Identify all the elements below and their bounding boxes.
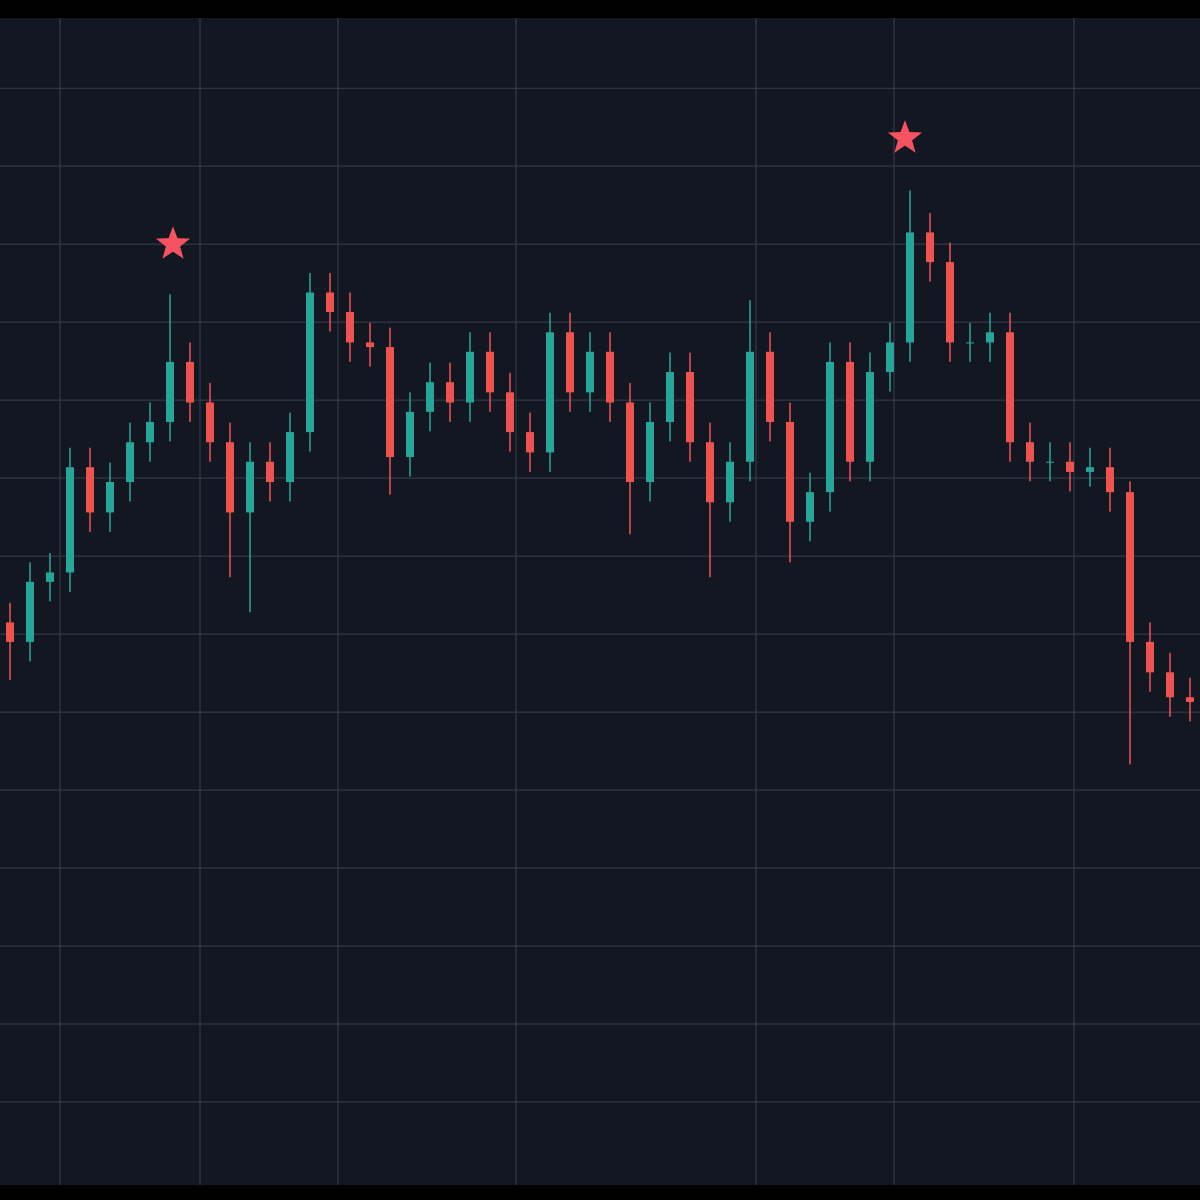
- candle-body: [846, 361, 854, 462]
- star-marker: [155, 226, 191, 259]
- candle-body: [966, 342, 974, 344]
- candle-body: [146, 421, 154, 443]
- candle-body: [806, 492, 814, 522]
- candle-body: [766, 351, 774, 422]
- candle-body: [426, 382, 434, 412]
- candle-body: [706, 442, 714, 503]
- candle-body: [826, 361, 834, 493]
- candle-body: [66, 467, 74, 573]
- candle-body: [46, 572, 54, 582]
- candle-body: [466, 351, 474, 403]
- candle-body: [1046, 461, 1054, 463]
- candle-body: [686, 372, 694, 443]
- candle-body: [106, 482, 114, 513]
- candle-body: [1026, 442, 1034, 462]
- candle-body: [1146, 641, 1154, 673]
- candle-body: [1066, 461, 1074, 472]
- candle-body: [166, 361, 174, 422]
- star-marker: [887, 120, 923, 153]
- candle-body: [1106, 467, 1114, 493]
- candle-body: [326, 292, 334, 313]
- candle-body: [286, 432, 294, 483]
- candle-body: [506, 392, 514, 433]
- candle-body: [486, 351, 494, 393]
- candle-body: [566, 332, 574, 393]
- candle-body: [306, 292, 314, 433]
- candle-body: [586, 351, 594, 393]
- candle-body: [646, 421, 654, 483]
- grid: [0, 18, 1200, 1185]
- candles: [6, 190, 1194, 765]
- candle-body: [186, 361, 194, 403]
- candle-body: [866, 372, 874, 462]
- candle-body: [346, 312, 354, 343]
- candle-body: [1126, 492, 1134, 642]
- plot-area: [0, 18, 1200, 1185]
- candle-body: [1086, 467, 1094, 472]
- candle-body: [6, 622, 14, 642]
- candle-body: [1006, 332, 1014, 443]
- candle-body: [126, 442, 134, 483]
- candle-body: [366, 342, 374, 348]
- candle-body: [446, 382, 454, 403]
- candle-body: [206, 402, 214, 443]
- candle-body: [1166, 672, 1174, 698]
- candle-body: [246, 461, 254, 513]
- candle-body: [526, 432, 534, 453]
- candle-body: [786, 421, 794, 522]
- candle-body: [986, 332, 994, 343]
- candle-body: [86, 467, 94, 513]
- candle-body: [606, 351, 614, 403]
- candle-body: [626, 402, 634, 483]
- candle-body: [406, 411, 414, 458]
- candle-body: [386, 347, 394, 458]
- candle-body: [886, 342, 894, 373]
- candle-body: [546, 332, 554, 453]
- candle-body: [1186, 697, 1194, 702]
- candle-body: [266, 461, 274, 483]
- candle-body: [926, 232, 934, 263]
- candle-body: [26, 581, 34, 642]
- candle-body: [946, 262, 954, 343]
- candle-body: [666, 372, 674, 422]
- candle-body: [726, 461, 734, 503]
- candle-body: [906, 232, 914, 343]
- candle-body: [746, 351, 754, 462]
- candle-body: [226, 442, 234, 513]
